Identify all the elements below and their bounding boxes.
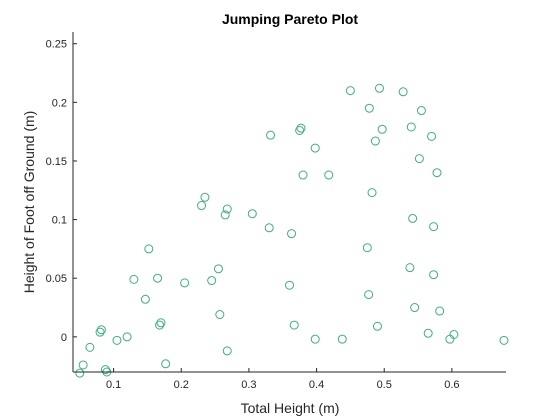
data-point — [406, 122, 416, 132]
data-point — [213, 264, 223, 274]
y-tick-label: 0.25 — [46, 39, 67, 51]
data-point — [197, 201, 207, 211]
data-points — [75, 83, 509, 378]
data-point — [345, 86, 355, 96]
data-point — [207, 276, 217, 286]
data-point — [296, 123, 306, 133]
data-point — [414, 154, 424, 164]
data-point — [372, 321, 382, 331]
x-tick-label: 0.2 — [174, 379, 189, 391]
data-point — [367, 188, 377, 198]
y-tick-label: 0.05 — [46, 273, 67, 285]
data-point — [220, 210, 230, 220]
data-point — [295, 125, 305, 135]
data-point — [362, 243, 372, 253]
data-point — [285, 280, 294, 290]
chart-title: Jumping Pareto Plot — [222, 11, 358, 27]
y-tick-label: 0.15 — [46, 156, 67, 168]
data-point — [222, 204, 232, 214]
y-tick-label: 0 — [61, 332, 67, 344]
x-axis-label: Total Height (m) — [241, 400, 340, 416]
data-point — [364, 103, 374, 113]
y-axis-ticks: 0 0.05 0.1 0.15 0.2 0.25 — [46, 39, 77, 344]
data-point — [95, 327, 105, 337]
data-point — [122, 332, 132, 342]
data-point — [140, 294, 150, 304]
data-point — [215, 310, 225, 320]
data-point — [377, 124, 387, 134]
y-axis-label: Height of Foot off Ground (m) — [21, 111, 37, 294]
data-point — [129, 274, 139, 284]
data-point — [247, 209, 257, 219]
data-point — [155, 320, 165, 330]
x-tick-label: 0.3 — [241, 379, 256, 391]
data-point — [161, 359, 171, 369]
data-point — [153, 273, 163, 283]
x-tick-label: 0.5 — [377, 379, 392, 391]
data-point — [112, 335, 122, 345]
data-point — [416, 106, 426, 116]
data-point — [156, 318, 166, 328]
data-point — [100, 365, 110, 375]
data-point — [144, 244, 154, 254]
data-point — [449, 329, 459, 339]
data-point — [310, 143, 320, 153]
data-point — [405, 263, 415, 273]
data-point — [324, 170, 334, 180]
x-tick-label: 0.1 — [106, 379, 121, 391]
data-point — [222, 346, 232, 356]
data-point — [180, 278, 190, 288]
data-point — [364, 290, 374, 300]
data-point — [289, 320, 299, 330]
data-point — [374, 83, 384, 93]
data-point — [310, 334, 320, 344]
data-point — [370, 136, 380, 146]
data-point — [410, 303, 420, 313]
x-tick-label: 0.6 — [444, 379, 459, 391]
data-point — [298, 170, 308, 180]
data-point — [429, 270, 439, 280]
data-point — [427, 131, 437, 141]
x-tick-label: 0.4 — [309, 379, 324, 391]
data-point — [266, 130, 276, 140]
data-point — [264, 223, 274, 233]
data-point — [96, 325, 106, 335]
data-point — [423, 328, 433, 338]
data-point — [287, 229, 297, 239]
y-tick-label: 0.1 — [52, 215, 67, 227]
data-point — [429, 222, 439, 232]
data-point — [408, 213, 418, 223]
data-point — [499, 335, 509, 345]
data-point — [78, 360, 88, 370]
data-point — [75, 368, 85, 378]
x-axis-ticks: 0.1 0.2 0.3 0.4 0.5 0.6 — [106, 368, 460, 391]
y-tick-label: 0.2 — [52, 97, 67, 109]
data-point — [435, 306, 445, 316]
data-point — [200, 192, 210, 202]
data-point — [398, 87, 408, 97]
data-point — [432, 168, 442, 178]
data-point — [337, 334, 347, 344]
data-point — [85, 342, 95, 352]
